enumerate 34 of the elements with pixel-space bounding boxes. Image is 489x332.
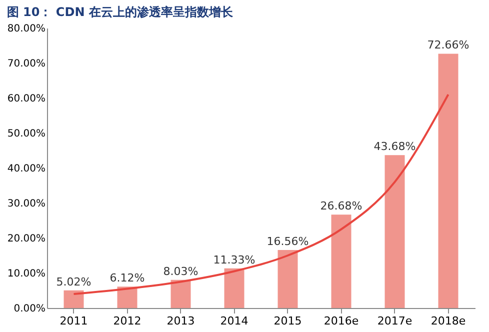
data-label: 6.12% xyxy=(110,272,145,285)
x-tick-label: 2011 xyxy=(60,314,88,328)
bar xyxy=(331,214,352,308)
x-tick-label: 2016e xyxy=(324,314,359,328)
y-tick-label: 80.00% xyxy=(7,24,46,34)
y-tick-label: 50.00% xyxy=(7,128,46,140)
x-tick-label: 2012 xyxy=(113,314,142,328)
data-label: 11.33% xyxy=(213,253,256,266)
bar xyxy=(278,250,298,308)
y-tick-label: 10.00% xyxy=(7,268,46,280)
y-tick-label: 0.00% xyxy=(14,304,46,314)
y-tick-label: 70.00% xyxy=(7,58,46,70)
bar xyxy=(224,268,244,308)
x-tick-label: 2015 xyxy=(274,314,302,328)
data-label: 43.68% xyxy=(374,140,416,154)
data-label: 8.03% xyxy=(163,264,198,278)
chart-title: 图 10： CDN 在云上的渗透率呈指数增长 xyxy=(6,5,234,19)
data-label: 5.02% xyxy=(56,275,92,288)
x-tick-label: 2014 xyxy=(220,314,248,328)
bar xyxy=(64,290,84,308)
data-label: 16.56% xyxy=(266,235,309,248)
y-tick-label: 60.00% xyxy=(7,94,46,104)
data-label: 26.68% xyxy=(320,200,362,213)
x-tick-label: 2017e xyxy=(377,314,412,328)
bar xyxy=(117,286,138,308)
x-tick-label: 2018e xyxy=(430,314,466,328)
y-tick-label: 40.00% xyxy=(7,164,46,174)
data-label: 72.66% xyxy=(427,38,470,52)
bar xyxy=(170,280,191,308)
y-tick-label: 20.00% xyxy=(7,234,46,244)
bar xyxy=(438,54,458,308)
x-tick-label: 2013 xyxy=(166,314,195,328)
bar xyxy=(384,155,405,308)
y-tick-label: 30.00% xyxy=(7,198,46,210)
